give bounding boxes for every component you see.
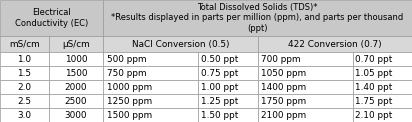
Bar	[353, 80, 412, 94]
Text: 1.05 ppt: 1.05 ppt	[355, 69, 393, 78]
Text: 1.25 ppt: 1.25 ppt	[201, 97, 238, 106]
Text: 1.5: 1.5	[17, 69, 31, 78]
Bar	[353, 66, 412, 80]
Text: NaCl Conversion (0.5): NaCl Conversion (0.5)	[131, 40, 229, 49]
Text: 1250 ppm: 1250 ppm	[107, 97, 152, 106]
Bar	[103, 36, 258, 52]
Text: 1000 ppm: 1000 ppm	[107, 83, 152, 92]
Bar	[0, 66, 49, 80]
Bar	[103, 0, 412, 36]
Text: 0.50 ppt: 0.50 ppt	[201, 55, 238, 64]
Text: 1.0: 1.0	[17, 55, 31, 64]
Text: 1.50 ppt: 1.50 ppt	[201, 111, 238, 120]
Bar	[49, 94, 103, 108]
Text: 700 ppm: 700 ppm	[261, 55, 301, 64]
Bar	[258, 80, 353, 94]
Bar	[49, 108, 103, 122]
Text: Total Dissolved Solids (TDS)*
*Results displayed in parts per million (ppm), and: Total Dissolved Solids (TDS)* *Results d…	[111, 3, 404, 33]
Bar	[258, 66, 353, 80]
Text: 1750 ppm: 1750 ppm	[261, 97, 307, 106]
Bar	[49, 36, 103, 52]
Bar	[353, 52, 412, 66]
Text: Electrical
Conductivity (EC): Electrical Conductivity (EC)	[15, 8, 88, 28]
Bar	[198, 94, 258, 108]
Bar	[0, 108, 49, 122]
Bar	[49, 80, 103, 94]
Text: 1.40 ppt: 1.40 ppt	[355, 83, 393, 92]
Text: 2.5: 2.5	[17, 97, 31, 106]
Text: 1400 ppm: 1400 ppm	[261, 83, 307, 92]
Text: 0.75 ppt: 0.75 ppt	[201, 69, 238, 78]
Bar	[353, 94, 412, 108]
Text: 2000: 2000	[65, 83, 87, 92]
Text: 1500: 1500	[65, 69, 87, 78]
Bar	[198, 80, 258, 94]
Bar	[49, 66, 103, 80]
Bar	[0, 80, 49, 94]
Text: 0.70 ppt: 0.70 ppt	[355, 55, 393, 64]
Text: 2.0: 2.0	[17, 83, 31, 92]
Bar	[0, 36, 49, 52]
Bar	[103, 52, 198, 66]
Text: μS/cm: μS/cm	[62, 40, 90, 49]
Bar	[258, 94, 353, 108]
Bar	[103, 108, 198, 122]
Bar	[198, 52, 258, 66]
Bar	[258, 52, 353, 66]
Bar	[103, 80, 198, 94]
Text: 2100 ppm: 2100 ppm	[261, 111, 307, 120]
Text: 1.75 ppt: 1.75 ppt	[355, 97, 393, 106]
Bar	[103, 94, 198, 108]
Bar	[0, 52, 49, 66]
Text: 2.10 ppt: 2.10 ppt	[355, 111, 393, 120]
Text: 2500: 2500	[65, 97, 87, 106]
Bar	[49, 52, 103, 66]
Text: 1000: 1000	[65, 55, 87, 64]
Text: 750 ppm: 750 ppm	[107, 69, 146, 78]
Text: 1.00 ppt: 1.00 ppt	[201, 83, 238, 92]
Bar	[258, 108, 353, 122]
Bar	[198, 108, 258, 122]
Bar	[103, 66, 198, 80]
Bar	[198, 66, 258, 80]
Bar	[0, 0, 103, 36]
Text: 1050 ppm: 1050 ppm	[261, 69, 307, 78]
Bar	[0, 94, 49, 108]
Text: 3000: 3000	[65, 111, 87, 120]
Text: 1500 ppm: 1500 ppm	[107, 111, 152, 120]
Bar	[353, 108, 412, 122]
Text: 500 ppm: 500 ppm	[107, 55, 146, 64]
Text: 3.0: 3.0	[17, 111, 31, 120]
Bar	[258, 36, 412, 52]
Text: mS/cm: mS/cm	[9, 40, 40, 49]
Text: 422 Conversion (0.7): 422 Conversion (0.7)	[288, 40, 382, 49]
